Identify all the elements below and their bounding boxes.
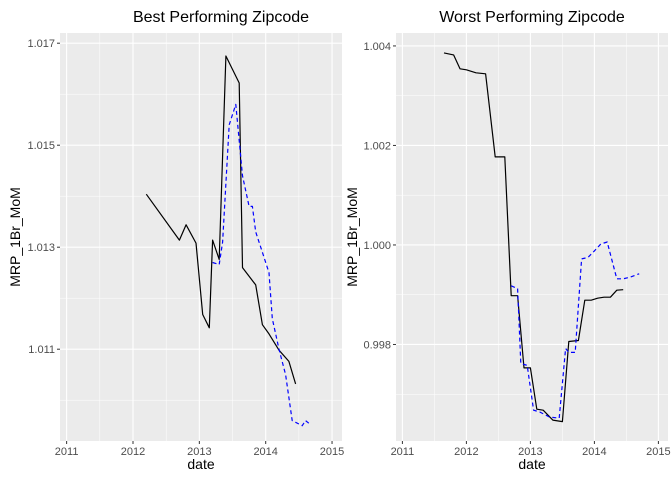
best-series [145,55,310,427]
worst-series-solid-black-line [443,52,624,423]
worst-x-tick-label: 2012 [454,446,478,458]
worst-ticks: 2011 2012 2013 2014 2015 0.998 1.000 1.002 1.004 [363,41,670,458]
best-x-tick-label: 2013 [187,446,211,458]
best-gridlines [60,33,342,441]
best-x-tick-label: 2011 [55,446,79,458]
worst-x-tick-label: 2011 [391,446,415,458]
best-ticks: 2011 2012 2013 2014 2015 1.011 1.013 1.015 1.017 [27,38,344,458]
worst-x-tick-label: 2013 [518,446,542,458]
best-chart-title: Best Performing Zipcode [133,9,309,26]
worst-x-tick-label: 2015 [646,446,670,458]
best-series-solid-black-line [145,55,297,385]
best-plot-background [60,33,342,441]
best-y-axis-title: MRP_1Br_MoM [7,187,23,287]
worst-y-tick-label: 1.002 [363,140,391,152]
best-y-tick-label: 1.013 [27,242,55,254]
best-y-tick-label: 1.017 [27,38,55,50]
best-series-dashed-blue-line [212,103,310,427]
best-y-tick-label: 1.011 [28,344,55,356]
worst-y-tick-label: 0.998 [363,339,391,351]
worst-x-tick-label: 2014 [582,446,606,458]
best-zipcode-chart: Best Performing Zipcode 2011 2012 2013 2014… [7,9,344,472]
best-x-tick-label: 2014 [253,446,277,458]
worst-y-axis-title: MRP_1Br_MoM [344,187,360,287]
worst-y-tick-label: 1.004 [363,41,391,53]
worst-chart-title: Worst Performing Zipcode [439,9,625,26]
worst-series-dashed-blue-line [510,241,640,419]
worst-y-tick-label: 1.000 [363,240,391,252]
best-x-axis-title: date [187,456,214,472]
worst-zipcode-chart: Worst Performing Zipcode 2011 2012 2013 201… [344,9,671,472]
best-x-tick-label: 2015 [320,446,344,458]
best-x-tick-label: 2012 [121,446,145,458]
worst-plot-background [396,33,668,441]
worst-x-axis-title: date [518,456,545,472]
worst-series [443,52,640,423]
best-y-tick-label: 1.015 [27,140,55,152]
worst-gridlines [396,33,668,441]
